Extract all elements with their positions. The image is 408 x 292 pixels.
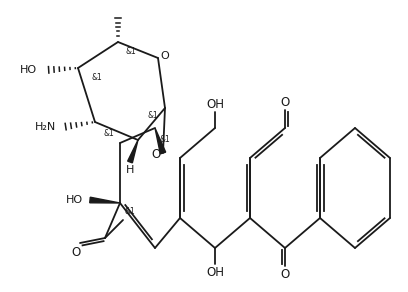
- Text: OH: OH: [206, 265, 224, 279]
- Text: O: O: [280, 95, 290, 109]
- Text: O: O: [280, 267, 290, 281]
- Text: OH: OH: [206, 98, 224, 110]
- Text: &1: &1: [92, 74, 103, 83]
- Text: &1: &1: [103, 129, 114, 138]
- Text: &1: &1: [160, 135, 171, 145]
- Text: O: O: [151, 149, 161, 161]
- Polygon shape: [128, 140, 138, 163]
- Text: HO: HO: [20, 65, 37, 75]
- Polygon shape: [155, 128, 166, 154]
- Text: O: O: [71, 246, 81, 258]
- Text: O: O: [161, 51, 169, 61]
- Text: &1: &1: [147, 112, 158, 121]
- Text: &1: &1: [124, 206, 135, 215]
- Polygon shape: [90, 197, 120, 203]
- Text: H: H: [126, 165, 134, 175]
- Text: H₂N: H₂N: [34, 122, 55, 132]
- Text: &1: &1: [126, 48, 137, 56]
- Text: HO: HO: [65, 195, 82, 205]
